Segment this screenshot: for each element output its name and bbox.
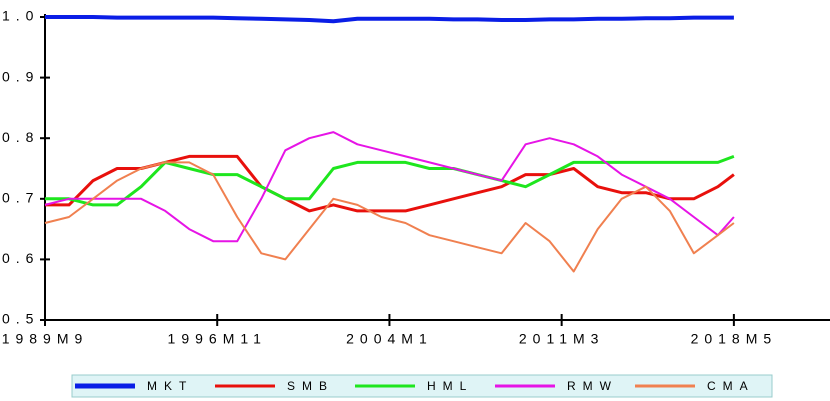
- x-tick-label: 1996M11: [168, 331, 267, 347]
- legend-label: HML: [427, 379, 473, 393]
- series-line: [45, 15, 734, 24]
- series-line: [45, 154, 735, 207]
- legend-box: [71, 374, 773, 398]
- legend: MKT SMB HML RMW CMA: [75, 379, 755, 393]
- y-tick-label: 1.0: [2, 8, 39, 24]
- series-line: [44, 161, 735, 273]
- y-tick-label: 0.7: [2, 190, 39, 206]
- legend-label: CMA: [707, 379, 755, 393]
- x-tick-label: 2004M1: [346, 331, 433, 347]
- legend-label: RMW: [567, 379, 618, 393]
- legend-label: SMB: [287, 379, 334, 393]
- legend-label: MKT: [147, 379, 193, 393]
- x-tick-label: 1989M9: [2, 331, 89, 347]
- y-tick-label: 0.8: [2, 129, 39, 145]
- y-tick-label: 0.9: [2, 68, 39, 84]
- x-tick-label: 2018M5: [691, 331, 778, 347]
- x-tick-label: 2011M3: [519, 331, 605, 347]
- series-line: [44, 131, 735, 243]
- y-tick-label: 0.5: [2, 311, 39, 327]
- y-tick-label: 0.6: [2, 250, 39, 266]
